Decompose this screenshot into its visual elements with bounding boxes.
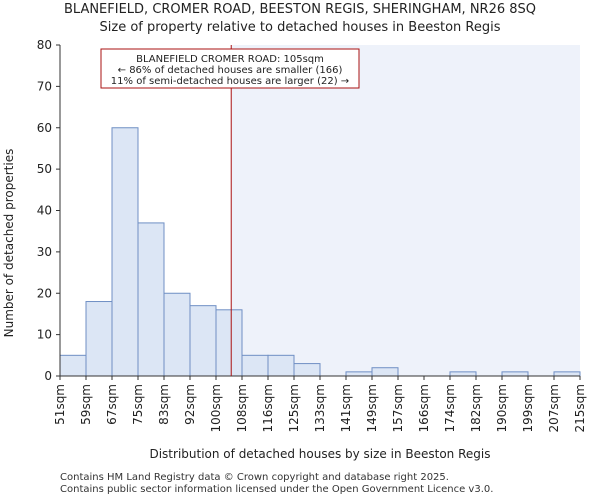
annotation-line-3: 11% of semi-detached houses are larger (… — [111, 76, 349, 87]
x-tick-label: 116sqm — [261, 384, 275, 432]
x-tick-label: 207sqm — [547, 384, 561, 432]
x-tick-label: 100sqm — [209, 384, 223, 432]
x-tick-label: 166sqm — [417, 384, 431, 432]
annotation-box: BLANEFIELD CROMER ROAD: 105sqm ← 86% of … — [100, 48, 360, 89]
y-tick-label: 10 — [37, 328, 52, 342]
x-tick-label: 174sqm — [443, 384, 457, 432]
annotation-border — [100, 48, 360, 89]
y-tick-label: 30 — [37, 245, 52, 259]
annotation-line-1: BLANEFIELD CROMER ROAD: 105sqm — [136, 54, 324, 65]
x-tick-label: 157sqm — [391, 384, 405, 432]
footer-licence: Contains public sector information licen… — [60, 484, 494, 495]
x-tick-label: 190sqm — [495, 384, 509, 432]
x-tick-label: 92sqm — [183, 384, 197, 425]
histogram-bar — [241, 354, 269, 377]
histogram-bar — [449, 371, 477, 377]
x-tick-label: 51sqm — [53, 384, 67, 425]
x-axis-label: Distribution of detached houses by size … — [149, 447, 490, 461]
histogram-bar — [85, 301, 113, 377]
y-tick-label: 60 — [37, 121, 52, 135]
histogram-bar — [553, 371, 581, 377]
x-tick-label: 59sqm — [79, 384, 93, 425]
x-tick-label: 83sqm — [157, 384, 171, 425]
histogram-bar — [189, 305, 217, 377]
histogram-bar — [163, 292, 191, 377]
x-tick-label: 67sqm — [105, 384, 119, 425]
y-tick-label: 70 — [37, 79, 52, 93]
y-tick-label: 0 — [44, 369, 52, 383]
y-tick-label: 20 — [37, 286, 52, 300]
footer-copyright: Contains HM Land Registry data © Crown c… — [60, 472, 449, 483]
x-tick-label: 108sqm — [235, 384, 249, 432]
x-tick-label: 182sqm — [469, 384, 483, 432]
y-tick-label: 80 — [37, 38, 52, 52]
y-axis-label: Number of detached properties — [2, 149, 16, 338]
histogram-chart: 0 10 20 30 40 50 60 70 80 51sqm 59sqm 67sqm 75sqm 83s… — [2, 38, 587, 461]
chart-subtitle: Size of property relative to detached ho… — [99, 20, 501, 35]
x-tick-label: 75sqm — [131, 384, 145, 425]
histogram-bar — [59, 354, 87, 377]
x-tick-label: 149sqm — [365, 384, 379, 432]
y-tick-label: 40 — [37, 204, 52, 218]
histogram-bar — [501, 371, 529, 377]
larger-region-shade — [231, 45, 580, 376]
x-tick-label: 215sqm — [573, 384, 587, 432]
y-tick-label: 50 — [37, 162, 52, 176]
x-tick-label: 125sqm — [287, 384, 301, 432]
annotation-line-2: ← 86% of detached houses are smaller (16… — [118, 65, 343, 76]
histogram-bar — [215, 309, 243, 377]
histogram-bar — [371, 367, 399, 377]
x-tick-label: 199sqm — [521, 384, 535, 432]
histogram-bar — [345, 371, 373, 377]
histogram-bar — [267, 354, 295, 377]
histogram-bar — [293, 363, 321, 377]
histogram-bar — [137, 222, 165, 377]
x-tick-label: 141sqm — [339, 384, 353, 432]
chart-title: BLANEFIELD, CROMER ROAD, BEESTON REGIS, … — [63, 2, 537, 17]
histogram-bar — [111, 127, 139, 377]
x-tick-label: 133sqm — [313, 384, 327, 432]
